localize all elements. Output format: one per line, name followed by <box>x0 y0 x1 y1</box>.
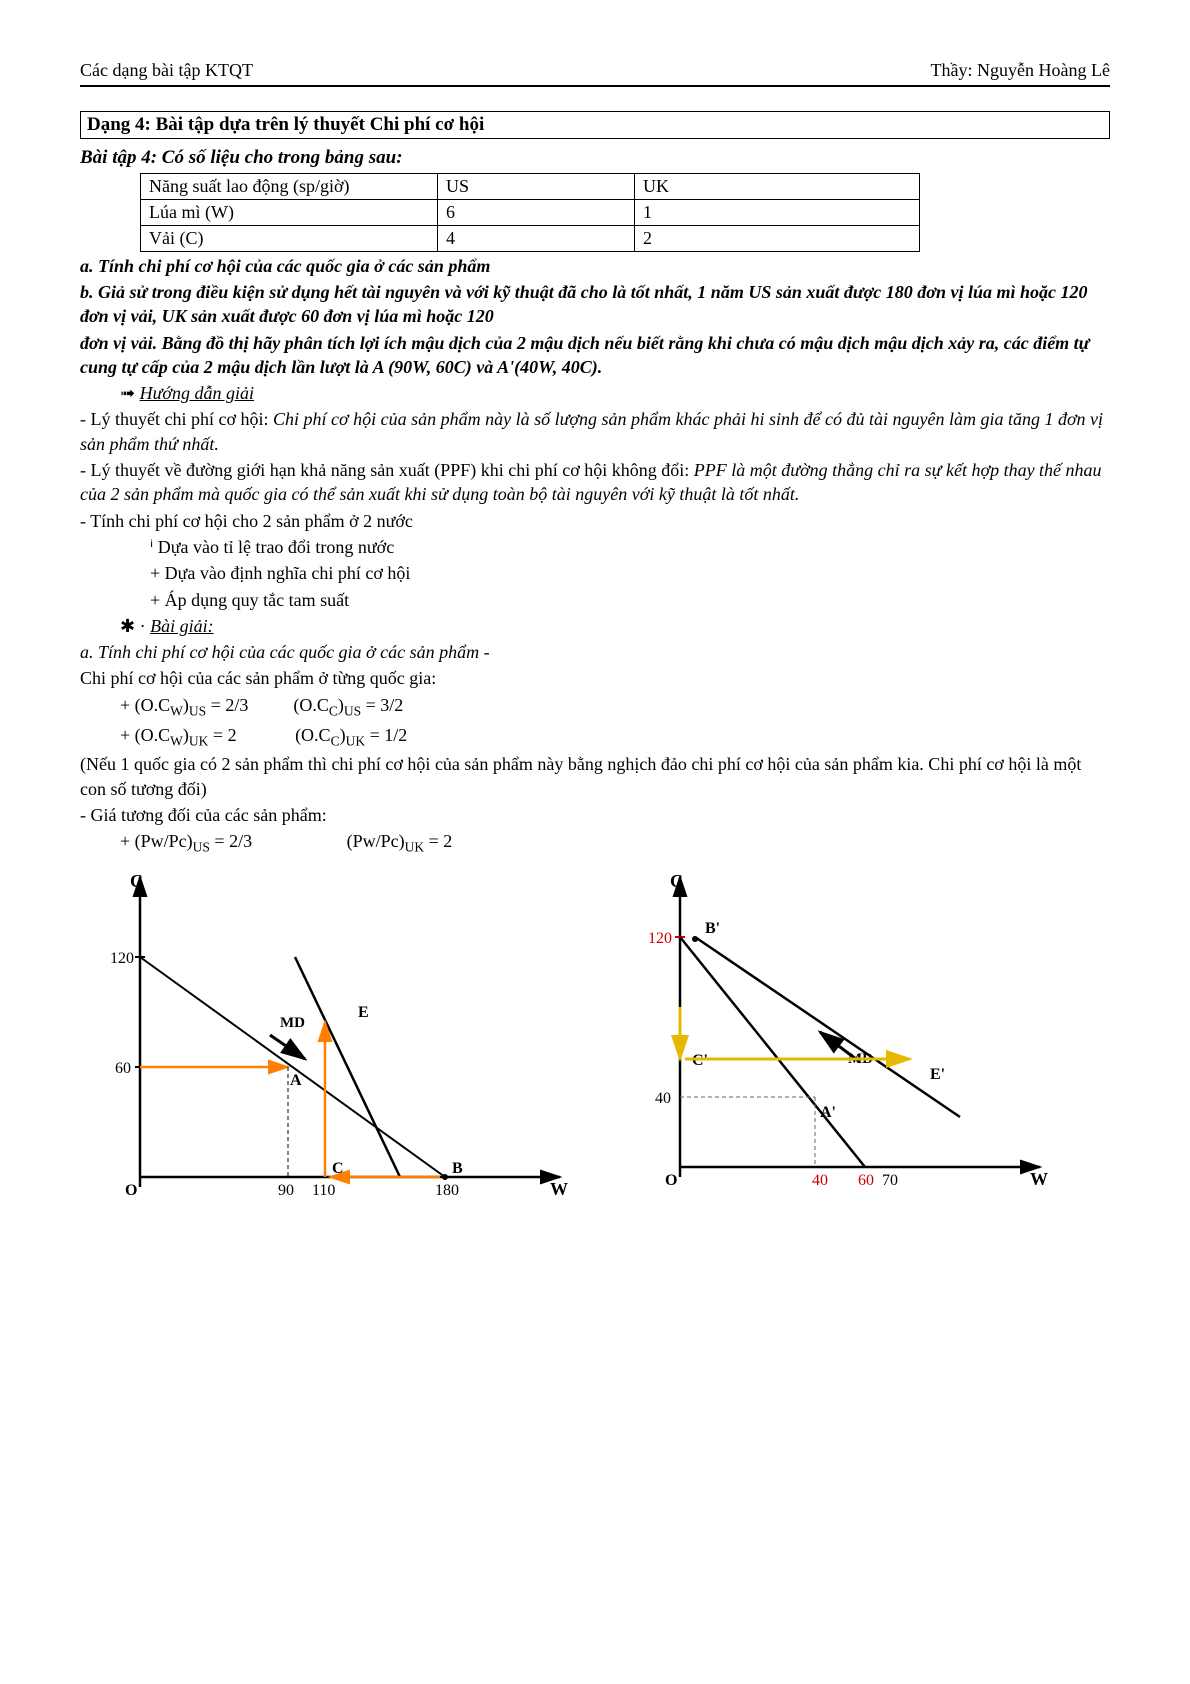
question-a: a. Tính chi phí cơ hội của các quốc gia … <box>80 254 1110 278</box>
axis-c-1: C <box>130 871 143 891</box>
table-row: Vải (C) 4 2 <box>141 225 920 251</box>
rel-price-label: - Giá tương đối của các sản phẩm: <box>80 803 1110 827</box>
point-Ap: A' <box>820 1104 836 1121</box>
origin-2: O <box>665 1172 677 1189</box>
bullet-3: + Áp dụng quy tắc tam suất <box>150 588 1110 612</box>
charts-row: 120 60 90 110 180 A B C E MD C W O <box>80 867 1110 1207</box>
sol-a-line1: Chi phí cơ hội của các sản phẩm ở từng q… <box>80 666 1110 690</box>
rel-price: + (Pw/Pc)US = 2/3 (Pw/Pc)UK = 2 <box>120 829 1110 857</box>
point-Ep: E' <box>930 1066 945 1083</box>
question-b-part2: đơn vị vải. Bằng đồ thị hãy phân tích lợ… <box>80 331 1110 380</box>
axis-w-2: W <box>1030 1169 1048 1189</box>
theory-2: - Lý thuyết về đường giới hạn khả năng s… <box>80 458 1110 507</box>
note-inverse: (Nếu 1 quốc gia có 2 sản phẩm thì chi ph… <box>80 752 1110 801</box>
xtick-60: 60 <box>858 1172 874 1189</box>
guide-heading: ➟ Hướng dẫn giải <box>120 381 1110 405</box>
point-A: A <box>290 1072 302 1089</box>
solution-heading: ✱ · Bài giải: <box>120 614 1110 638</box>
table-header-row: Năng suất lao động (sp/giờ) US UK <box>141 173 920 199</box>
header-right: Thầy: Nguyễn Hoàng Lê <box>931 60 1110 81</box>
sol-a-title: a. Tính chi phí cơ hội của các quốc gia … <box>80 640 1110 664</box>
point-Bp: B' <box>705 920 720 937</box>
chart-uk: 120 40 40 60 70 B' A' C' E' MD C W O <box>620 867 1060 1207</box>
chart-us: 120 60 90 110 180 A B C E MD C W O <box>80 867 580 1207</box>
ytick-120b: 120 <box>648 930 672 947</box>
xtick-90: 90 <box>278 1182 294 1199</box>
xtick-110: 110 <box>312 1182 335 1199</box>
xtick-40: 40 <box>812 1172 828 1189</box>
xtick-180: 180 <box>435 1182 459 1199</box>
axis-c-2: C <box>670 871 683 891</box>
page-header: Các dạng bài tập KTQT Thầy: Nguyễn Hoàng… <box>80 60 1110 87</box>
ytick-60: 60 <box>115 1060 131 1077</box>
exercise-title: Bài tập 4: Có số liệu cho trong bảng sau… <box>80 145 1110 171</box>
oc-us: + (O.CW)US = 2/3 (O.CC)US = 3/2 <box>120 693 1110 721</box>
oc-uk: + (O.CW)UK = 2 (O.CC)UK = 1/2 <box>120 723 1110 751</box>
ytick-40: 40 <box>655 1090 671 1107</box>
origin-1: O <box>125 1182 137 1199</box>
data-table: Năng suất lao động (sp/giờ) US UK Lúa mì… <box>140 173 920 252</box>
point-E: E <box>358 1004 369 1021</box>
calc-intro: - Tính chi phí cơ hội cho 2 sản phẩm ở 2… <box>80 509 1110 533</box>
ytick-120: 120 <box>110 950 134 967</box>
section-title: Dạng 4: Bài tập dựa trên lý thuyết Chi p… <box>80 111 1110 139</box>
point-B: B <box>452 1160 463 1177</box>
axis-w-1: W <box>550 1179 568 1199</box>
bullet-1: ⁱ Dựa vào tỉ lệ trao đổi trong nước <box>150 535 1110 559</box>
xtick-70: 70 <box>882 1172 898 1189</box>
theory-1: - Lý thuyết chi phí cơ hội: Chi phí cơ h… <box>80 407 1110 456</box>
header-left: Các dạng bài tập KTQT <box>80 60 253 81</box>
table-row: Lúa mì (W) 6 1 <box>141 199 920 225</box>
bullet-2: + Dựa vào định nghĩa chi phí cơ hội <box>150 561 1110 585</box>
question-b-part1: b. Giả sử trong điều kiện sử dụng hết tà… <box>80 280 1110 329</box>
point-C: C <box>332 1160 344 1177</box>
md-label-1: MD <box>280 1015 305 1031</box>
